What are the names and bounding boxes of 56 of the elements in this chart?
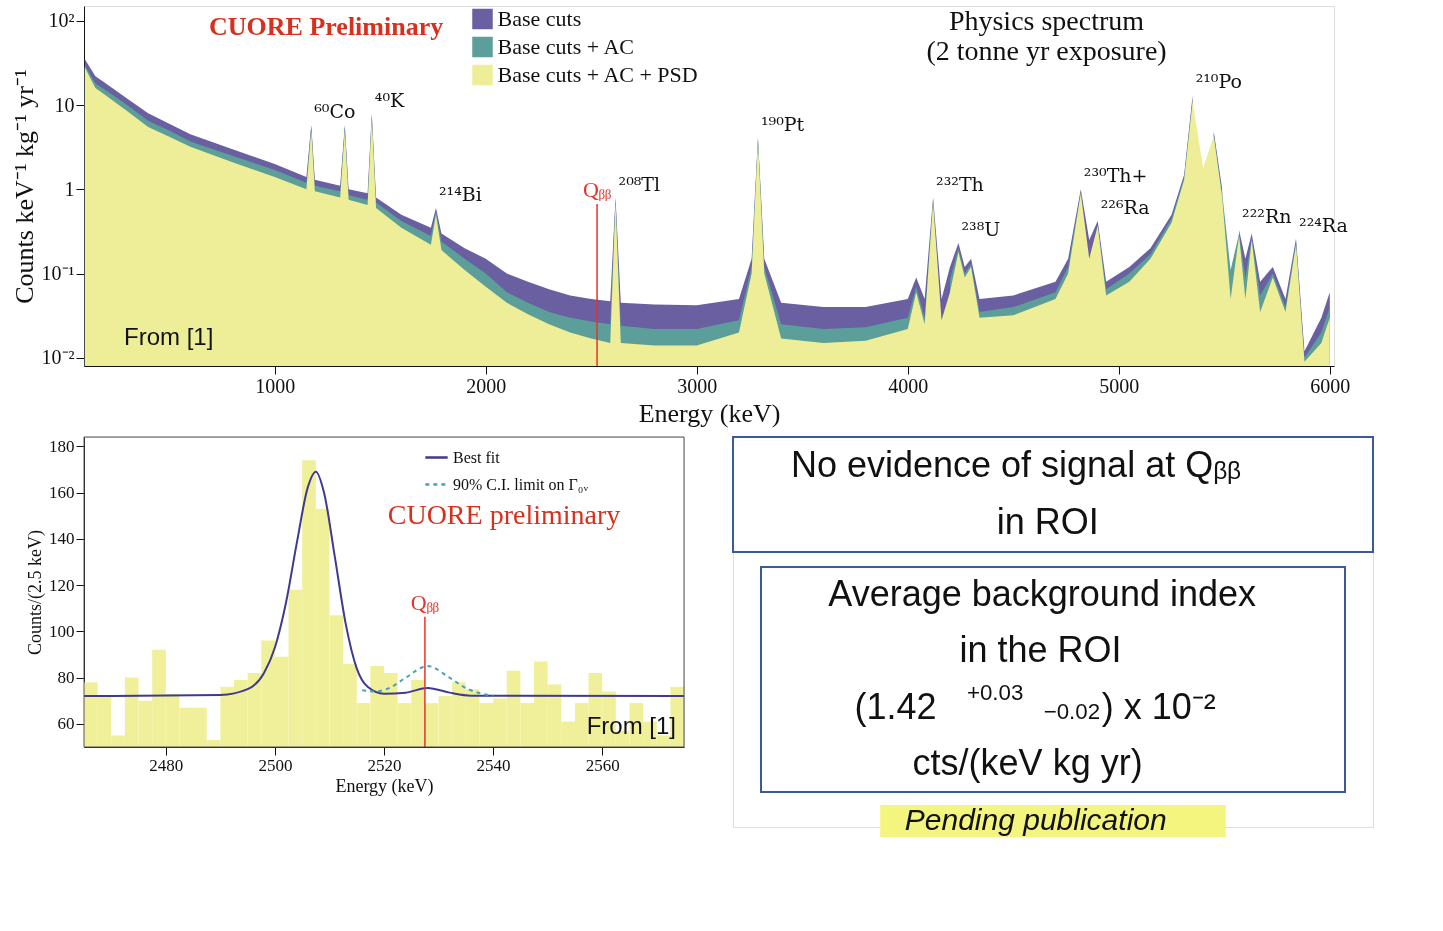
- text: Physics spectrum (2 tonne yr exposure): [926, 5, 1167, 66]
- y-tick-label: 180: [49, 436, 75, 456]
- line-series: [361, 665, 495, 697]
- y-tick-label: 60: [57, 714, 75, 734]
- legend-label: Base cuts: [497, 6, 582, 31]
- line-series: [83, 470, 685, 698]
- annotation: ²¹⁰Po: [1195, 70, 1242, 93]
- y-tick-label: 120: [49, 575, 75, 595]
- annotation: From [1]: [586, 712, 676, 739]
- text: Average background index in the ROI (1.42 +0.03 −0.02) x 10⁻² cts/(keV kg yr): [828, 573, 1256, 783]
- y-tick-label: 10⁻¹: [41, 262, 75, 285]
- legend-label: Best fit: [453, 448, 501, 466]
- x-tick-label: 3000: [677, 374, 718, 397]
- legend-label: Base cuts + AC + PSD: [497, 62, 698, 87]
- annotation: ²²⁶Ra: [1100, 196, 1150, 219]
- annotation: CUORE preliminary: [387, 499, 621, 530]
- y-tick-label: 10: [54, 93, 75, 116]
- annotation: ²³²Th: [936, 172, 984, 195]
- y-axis-title: Counts/(2.5 keV): [25, 530, 46, 655]
- legend-label: 90% C.I. limit on Γ₀ᵥ: [453, 475, 589, 493]
- x-tick-label: 2540: [476, 755, 511, 775]
- text: Pending publication: [904, 803, 1167, 836]
- annotation: CUORE Preliminary: [209, 12, 444, 41]
- x-tick-label: 2560: [585, 755, 620, 775]
- annotation: ¹⁹⁰Pt: [760, 112, 805, 135]
- y-tick-label: 80: [57, 668, 75, 688]
- y-tick-label: 1: [64, 177, 75, 200]
- annotation: ²⁰⁸Tl: [618, 172, 661, 195]
- annotation: ²¹⁴Bi: [438, 183, 482, 206]
- x-tick-label: 2520: [367, 755, 402, 775]
- x-tick-label: 2500: [258, 755, 293, 775]
- x-axis-title: Energy (keV): [638, 398, 781, 428]
- y-tick-label: 160: [49, 483, 75, 503]
- annotation: ²²⁴Ra: [1299, 213, 1348, 236]
- annotation: ²³⁰Th+: [1083, 164, 1148, 187]
- text: No evidence of signal at Qᵦᵦ in ROI: [790, 443, 1242, 543]
- legend-label: Base cuts + AC: [497, 34, 634, 59]
- y-tick-label: 100: [49, 621, 75, 641]
- x-tick-label: 6000: [1310, 374, 1351, 397]
- annotation: From [1]: [124, 323, 214, 350]
- annotation: ⁶⁰Co: [314, 100, 356, 123]
- y-tick-label: 10⁻²: [41, 346, 75, 369]
- annotation: ²²²Rn: [1242, 204, 1292, 227]
- x-tick-label: 2480: [149, 755, 184, 775]
- x-tick-label: 4000: [888, 374, 929, 397]
- y-axis-title: Counts keV⁻¹ kg⁻¹ yr⁻¹: [9, 69, 39, 304]
- y-tick-label: 10²: [48, 9, 75, 32]
- ref-line-label: Qᵦᵦ: [582, 177, 612, 202]
- x-tick-label: 2000: [466, 374, 507, 397]
- y-tick-label: 140: [49, 529, 75, 549]
- x-axis-title: Energy (keV): [335, 775, 434, 797]
- annotation: ⁴⁰K: [374, 88, 406, 111]
- x-tick-label: 1000: [255, 374, 296, 397]
- ref-line-label: Qᵦᵦ: [410, 589, 440, 615]
- x-tick-label: 5000: [1099, 374, 1140, 397]
- annotation: ²³⁸U: [961, 218, 1001, 241]
